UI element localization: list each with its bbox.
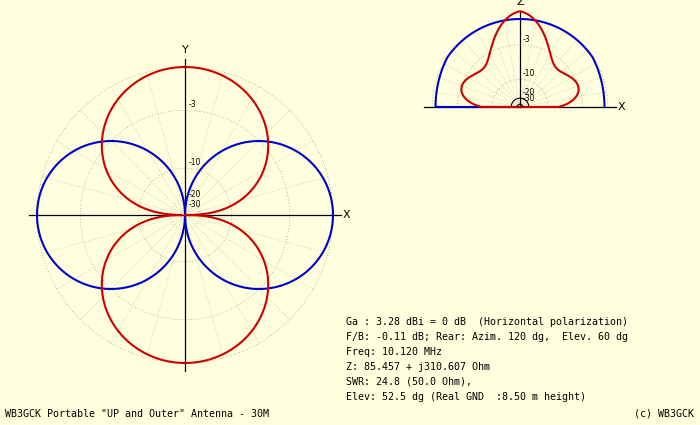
Text: F/B: -0.11 dB; Rear: Azim. 120 dg,  Elev. 60 dg: F/B: -0.11 dB; Rear: Azim. 120 dg, Elev.… <box>346 332 628 342</box>
Text: -10: -10 <box>523 69 536 78</box>
Text: X: X <box>618 102 626 112</box>
Text: X: X <box>343 210 351 220</box>
Text: -3: -3 <box>523 35 531 44</box>
Text: -30: -30 <box>523 94 536 103</box>
Text: Freq: 10.120 MHz: Freq: 10.120 MHz <box>346 347 442 357</box>
Text: Y: Y <box>181 45 188 55</box>
Text: -30: -30 <box>189 200 202 210</box>
Text: -10: -10 <box>189 158 202 167</box>
Text: -20: -20 <box>523 88 536 97</box>
Text: Ga : 3.28 dBi = 0 dB  (Horizontal polarization): Ga : 3.28 dBi = 0 dB (Horizontal polariz… <box>346 317 628 327</box>
Text: -3: -3 <box>189 100 197 109</box>
Text: SWR: 24.8 (50.0 Ohm),: SWR: 24.8 (50.0 Ohm), <box>346 377 472 387</box>
Text: WB3GCK Portable "UP and Outer" Antenna - 30M: WB3GCK Portable "UP and Outer" Antenna -… <box>5 409 269 419</box>
Text: Z: Z <box>516 0 524 7</box>
Text: Z: 85.457 + j310.607 Ohm: Z: 85.457 + j310.607 Ohm <box>346 362 490 372</box>
Text: (c) WB3GCK: (c) WB3GCK <box>634 409 694 419</box>
Text: Elev: 52.5 dg (Real GND  :8.50 m height): Elev: 52.5 dg (Real GND :8.50 m height) <box>346 392 586 402</box>
Text: -20: -20 <box>189 190 202 199</box>
